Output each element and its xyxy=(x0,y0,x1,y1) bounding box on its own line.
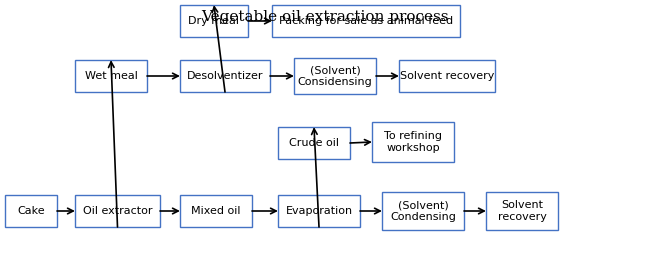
Text: Solvent recovery: Solvent recovery xyxy=(400,71,494,81)
Text: (Solvent)
Considensing: (Solvent) Considensing xyxy=(298,65,372,87)
Text: Vegetable oil extraction process: Vegetable oil extraction process xyxy=(202,10,448,24)
Text: Dry meal: Dry meal xyxy=(188,16,239,26)
Text: Evaporation: Evaporation xyxy=(285,206,352,216)
Text: (Solvent)
Condensing: (Solvent) Condensing xyxy=(390,200,456,222)
FancyBboxPatch shape xyxy=(180,195,252,227)
FancyBboxPatch shape xyxy=(399,60,495,92)
FancyBboxPatch shape xyxy=(180,60,270,92)
FancyBboxPatch shape xyxy=(75,60,147,92)
FancyBboxPatch shape xyxy=(75,195,160,227)
FancyBboxPatch shape xyxy=(278,127,350,159)
Text: Cake: Cake xyxy=(17,206,45,216)
FancyBboxPatch shape xyxy=(272,5,460,37)
Text: Oil extractor: Oil extractor xyxy=(83,206,152,216)
FancyBboxPatch shape xyxy=(486,192,558,230)
Text: Packing for sale as animal feed: Packing for sale as animal feed xyxy=(279,16,453,26)
Text: Crude oil: Crude oil xyxy=(289,138,339,148)
Text: Solvent
recovery: Solvent recovery xyxy=(497,200,547,222)
FancyBboxPatch shape xyxy=(294,58,376,94)
Text: To refining
workshop: To refining workshop xyxy=(384,131,442,153)
Text: Desolventizer: Desolventizer xyxy=(187,71,263,81)
Text: Wet meal: Wet meal xyxy=(84,71,137,81)
FancyBboxPatch shape xyxy=(278,195,360,227)
Text: Mixed oil: Mixed oil xyxy=(191,206,240,216)
FancyBboxPatch shape xyxy=(5,195,57,227)
FancyBboxPatch shape xyxy=(372,122,454,162)
FancyBboxPatch shape xyxy=(180,5,248,37)
FancyBboxPatch shape xyxy=(382,192,464,230)
